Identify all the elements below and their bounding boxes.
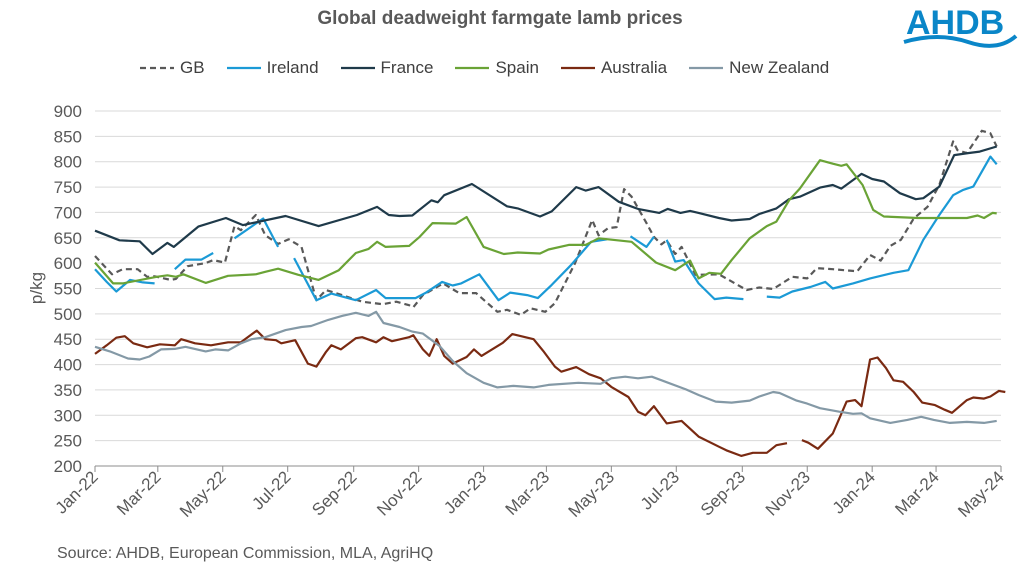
y-tick-label: 350 [54, 381, 82, 400]
svg-text:AHDB: AHDB [906, 4, 1004, 42]
legend-item: Ireland [226, 58, 319, 78]
series-line [94, 129, 998, 316]
legend-label: Spain [495, 58, 539, 77]
y-tick-label: 300 [54, 406, 82, 425]
y-tick-label: 400 [54, 356, 82, 375]
x-tick-label: May-22 [176, 467, 230, 521]
x-tick-label: Nov-22 [373, 467, 425, 519]
x-tick-label: Jul-22 [248, 467, 294, 513]
legend-swatch [226, 66, 261, 70]
x-tick-label: May-24 [954, 467, 1008, 521]
y-tick-label: 700 [54, 203, 82, 222]
series-line [94, 145, 998, 256]
legend-swatch [340, 66, 375, 70]
x-tick-label: Mar-24 [891, 467, 943, 519]
legend-label: France [380, 58, 434, 77]
series-line [94, 159, 997, 285]
legend-swatch [560, 66, 595, 70]
x-tick-label: Mar-22 [113, 467, 165, 519]
source-note: Source: AHDB, European Commission, MLA, … [57, 545, 434, 562]
series-gb [94, 129, 998, 316]
y-tick-label: 450 [54, 330, 82, 349]
y-tick-label: 250 [54, 432, 82, 451]
y-tick-label: 550 [54, 280, 82, 299]
series-france [94, 145, 998, 256]
y-tick-label: 650 [54, 229, 82, 248]
legend-swatch [140, 66, 174, 70]
x-tick-label: May-23 [565, 467, 619, 521]
y-tick-label: 900 [54, 102, 82, 121]
y-tick-label: 200 [54, 457, 82, 476]
y-tick-label: 750 [54, 178, 82, 197]
chart-title: Global deadweight farmgate lamb prices [317, 8, 683, 29]
y-tick-label: 600 [54, 254, 82, 273]
y-axis-title: p/kg [27, 272, 46, 304]
series-new-zealand [94, 310, 997, 424]
legend-swatch [455, 66, 490, 70]
legend-label: New Zealand [729, 58, 830, 77]
legend-item: New Zealand [689, 58, 829, 78]
legend: GB Ireland France Spain Australia New Zealand [140, 58, 851, 78]
y-tick-label: 850 [54, 127, 82, 146]
legend-item: Australia [560, 58, 668, 78]
legend-item: GB [140, 58, 205, 78]
legend-label: GB [180, 58, 205, 77]
x-tick-label: Jul-23 [637, 467, 683, 513]
legend-label: Ireland [266, 58, 319, 77]
x-tick-label: Jan-24 [829, 467, 879, 517]
x-tick-label: Jan-23 [440, 467, 490, 517]
legend-item: France [340, 58, 434, 78]
x-tick-label: Sep-23 [697, 467, 749, 519]
x-tick-label: Nov-23 [762, 467, 814, 519]
x-tick-label: Sep-22 [308, 467, 360, 519]
legend-swatch [689, 66, 724, 70]
ahdb-logo: AHDB [898, 2, 1018, 52]
series-spain [94, 159, 997, 285]
x-tick-label: Mar-23 [502, 467, 554, 519]
y-tick-label: 800 [54, 153, 82, 172]
series-line [94, 310, 997, 424]
legend-label: Australia [600, 58, 668, 77]
series-line [94, 155, 998, 302]
y-tick-label: 500 [54, 305, 82, 324]
legend-item: Spain [455, 58, 539, 78]
series-ireland [94, 155, 998, 302]
